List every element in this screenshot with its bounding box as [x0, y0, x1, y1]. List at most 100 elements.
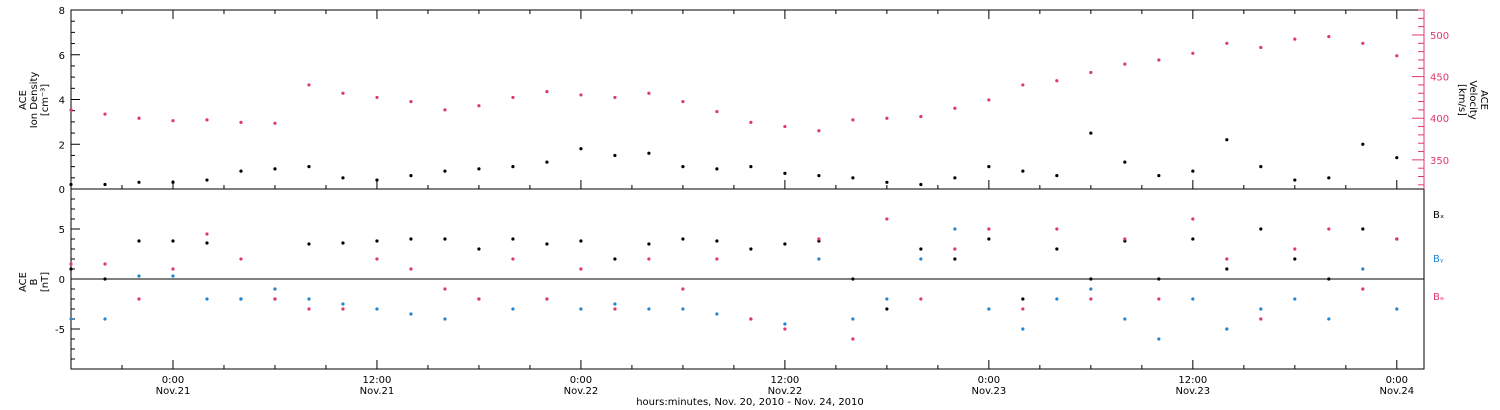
velocity-point	[1123, 62, 1127, 66]
velocity-point	[477, 104, 481, 108]
velocity-point	[885, 116, 889, 120]
by-point	[375, 307, 379, 311]
by-point	[171, 274, 175, 278]
bx-point	[137, 239, 141, 243]
bx-point	[443, 237, 447, 241]
by-point	[885, 297, 889, 301]
velocity-point	[681, 99, 685, 104]
bottom-ylabel-line2: B	[29, 278, 40, 285]
ion-density-point	[1395, 156, 1399, 160]
ion-density-point	[1361, 142, 1365, 146]
velocity-point	[409, 99, 413, 104]
by-point	[341, 302, 345, 306]
by-point	[953, 227, 957, 231]
ion-density-point	[715, 167, 719, 171]
ion-density-point	[783, 171, 787, 175]
velocity-point	[239, 120, 243, 124]
bx-point	[103, 277, 107, 281]
bz-point	[919, 297, 923, 301]
bz-point	[273, 297, 277, 301]
bz-point	[647, 257, 651, 261]
data-points	[69, 35, 1399, 341]
bz-point	[817, 237, 821, 241]
bx-point	[69, 267, 73, 271]
ion-density-point	[307, 165, 311, 169]
ion-density-point	[171, 180, 175, 184]
top-right-ylabel-line1: ACE	[1478, 90, 1489, 110]
bx-point	[205, 241, 209, 245]
bz-point	[1395, 237, 1399, 241]
x-tick-time-label: 0:00	[162, 375, 184, 386]
top-left-ylabel-line1: ACE	[18, 90, 29, 110]
bx-point	[511, 237, 515, 241]
ion-density-point	[103, 182, 107, 187]
by-point	[1327, 317, 1331, 321]
by-point	[987, 307, 991, 311]
bx-point	[341, 241, 345, 245]
bx-point	[375, 239, 379, 243]
by-point	[1157, 337, 1161, 341]
velocity-point	[1225, 41, 1229, 45]
bx-point	[477, 247, 481, 251]
velocity-point	[919, 114, 923, 119]
bz-point	[1191, 217, 1195, 221]
ion-density-point	[613, 153, 617, 158]
bx-point	[885, 307, 889, 311]
velocity-point	[1361, 41, 1365, 45]
velocity-point	[511, 95, 515, 100]
bottom-tick-label: 5	[59, 225, 65, 236]
by-point	[137, 274, 141, 278]
ion-density-point	[647, 151, 651, 155]
x-tick-date-label: Nov.22	[564, 386, 599, 397]
bottom-ylabel-line3: [nT]	[40, 272, 51, 292]
x-tick-time-label: 0:00	[570, 375, 592, 386]
bz-point	[681, 287, 685, 291]
ion-density-point	[817, 173, 821, 178]
velocity-point	[273, 121, 277, 125]
velocity-point	[1259, 45, 1263, 50]
bottom-left-ticks: -5 0 5	[55, 188, 80, 370]
x-tick-time-label: 0:00	[978, 375, 1000, 386]
bz-point	[953, 247, 957, 251]
ion-density-point	[1157, 173, 1161, 178]
by-point	[715, 312, 719, 316]
bz-point	[1259, 317, 1263, 321]
bz-point	[579, 267, 583, 271]
x-tick-time-label: 12:00	[770, 375, 799, 386]
velocity-point	[1395, 54, 1399, 58]
bz-point	[341, 307, 345, 311]
x-tick-time-label: 0:00	[1386, 375, 1408, 386]
bottom-tick-label: 0	[59, 275, 65, 286]
top-right-tick-label: 500	[1430, 31, 1449, 42]
velocity-point	[1327, 35, 1331, 39]
by-point	[1395, 307, 1399, 311]
bx-point	[851, 277, 855, 281]
x-tick-date-label: Nov.22	[768, 386, 803, 397]
ion-density-point	[1327, 176, 1331, 180]
x-tick-time-label: 12:00	[363, 375, 392, 386]
by-point	[1089, 287, 1093, 291]
by-point	[273, 287, 277, 291]
bx-point	[647, 242, 651, 246]
bx-point	[171, 239, 175, 243]
velocity-point	[545, 89, 549, 94]
by-point	[647, 307, 651, 311]
ion-density-point	[1191, 169, 1195, 173]
ion-density-point	[1055, 173, 1059, 178]
by-point	[239, 297, 243, 301]
x-tick-date-label: Nov.21	[156, 386, 191, 397]
ion-density-point	[1089, 131, 1093, 135]
by-point	[613, 302, 617, 306]
ion-density-point	[681, 165, 685, 169]
top-right-tick-label: 450	[1430, 73, 1449, 84]
top-left-tick-label: 2	[59, 140, 65, 151]
ion-density-point	[409, 173, 413, 178]
bz-point	[511, 257, 515, 261]
x-axis-label: hours:minutes, Nov. 20, 2010 - Nov. 24, …	[636, 397, 864, 408]
velocity-point	[1089, 70, 1093, 75]
bz-point	[205, 232, 209, 236]
bz-point	[307, 307, 311, 311]
ion-density-point	[1225, 138, 1229, 142]
velocity-point	[137, 116, 141, 120]
bz-point	[851, 337, 855, 341]
